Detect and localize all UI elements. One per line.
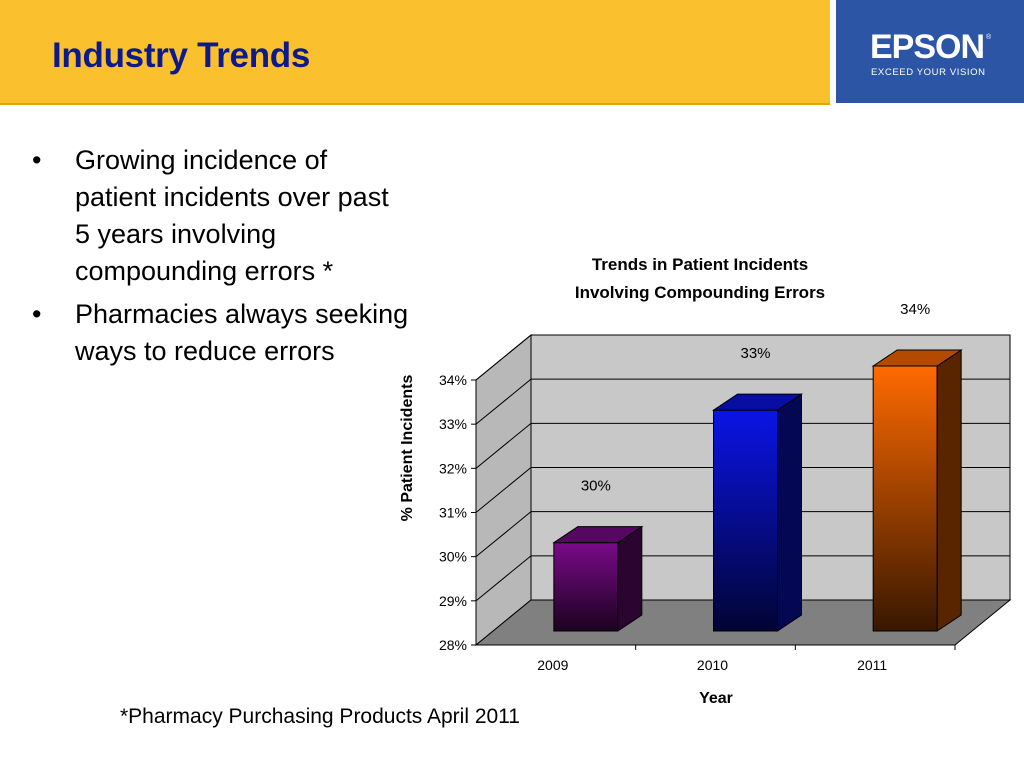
bar-side [777, 393, 802, 632]
y-tick-label: 33% [439, 416, 467, 432]
page-title: Industry Trends [52, 36, 311, 75]
bar-side [936, 349, 962, 632]
header-bar: Industry Trends [0, 0, 830, 105]
bar-side [617, 525, 643, 632]
data-label: 33% [740, 345, 770, 362]
y-axis-label: % Patient Incidents [399, 375, 416, 522]
chart-title: Trends in Patient Incidents [592, 255, 808, 274]
trademark-mark: ® [986, 34, 992, 41]
x-axis-label: Year [699, 690, 733, 707]
y-tick-label: 32% [439, 460, 467, 476]
bullet-dot-icon: • [32, 299, 42, 329]
chart-gridline [475, 378, 1010, 425]
data-label: 34% [900, 301, 930, 318]
chart-gridline [475, 511, 1010, 558]
bullet-item: • Growing incidence of patient incidents… [30, 142, 410, 290]
chart-gridline [475, 555, 1010, 602]
y-tick-label: 29% [439, 593, 467, 609]
chart-gridline [475, 422, 1010, 469]
footnote: *Pharmacy Purchasing Products April 2011 [120, 705, 520, 728]
bullet-text: Pharmacies always seeking ways to reduce… [75, 299, 409, 366]
x-tick-label: 2011 [857, 657, 887, 673]
y-tick-label: 31% [439, 505, 467, 521]
x-tick-label: 2009 [537, 657, 568, 673]
y-tick-label: 34% [439, 372, 467, 388]
y-tick-label: 30% [439, 549, 467, 565]
chart-gridline [475, 467, 1010, 513]
bullet-item: • Pharmacies always seeking ways to redu… [30, 296, 410, 370]
x-tick-label: 2010 [697, 657, 728, 673]
y-tick-label: 28% [439, 637, 467, 653]
bar-top [871, 349, 963, 367]
bar-top [552, 526, 644, 544]
logo-tagline: EXCEED YOUR VISION [871, 67, 986, 78]
bullet-text: Growing incidence of patient incidents o… [75, 145, 389, 286]
bar-front [872, 365, 938, 632]
logo-wordmark: EPSON [870, 28, 985, 66]
epson-logo: EPSON ® EXCEED YOUR VISION [836, 0, 1024, 103]
bar-front [713, 409, 778, 632]
bullet-list: • Growing incidence of patient incidents… [30, 142, 410, 376]
bar-front [553, 542, 619, 632]
bullet-dot-icon: • [32, 145, 42, 175]
chart-title: Involving Compounding Errors [575, 283, 825, 302]
bar-top [711, 393, 804, 411]
chart-gridline [475, 334, 1010, 381]
data-label: 30% [581, 478, 611, 495]
